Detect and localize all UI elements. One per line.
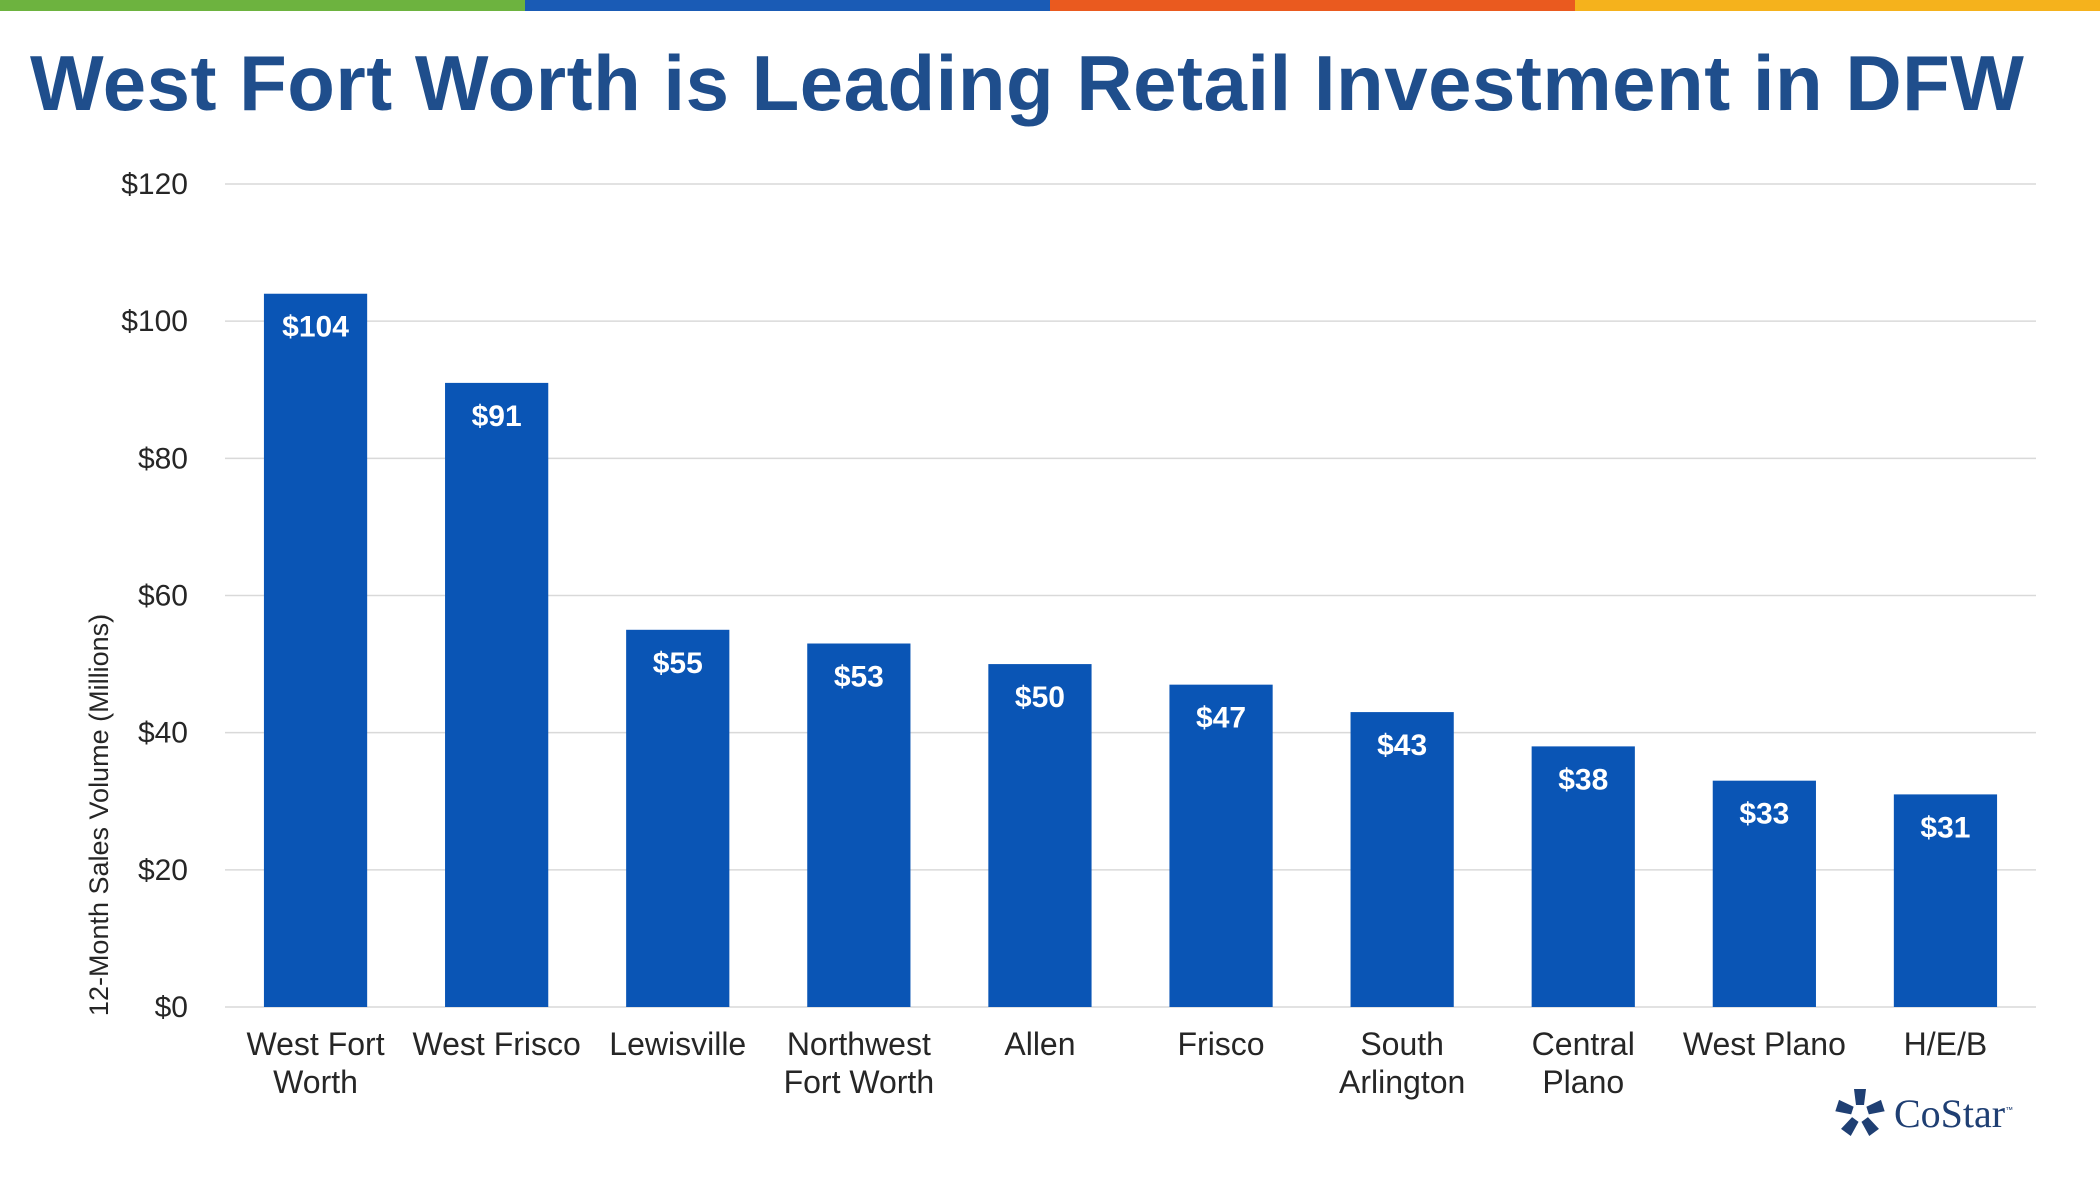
bar-data-label: $31	[1920, 811, 1970, 844]
bar-data-label: $53	[834, 661, 884, 694]
x-category-label: West Plano	[1683, 1026, 1846, 1062]
costar-logo-text: CoStar™	[1894, 1090, 2014, 1136]
bar	[263, 293, 368, 1007]
bar	[1350, 712, 1454, 1007]
costar-logo: CoStar™	[1834, 1087, 2013, 1139]
y-tick-label: $80	[138, 442, 188, 475]
bars	[263, 293, 1998, 1007]
bar-data-label: $33	[1739, 798, 1789, 831]
bar-data-label: $50	[1015, 681, 1065, 714]
top-color-stripe	[0, 0, 2100, 11]
stripe-green	[0, 0, 525, 11]
bar-data-label: $38	[1558, 763, 1608, 796]
bar	[445, 382, 549, 1007]
data-labels: $104 $91 $55 $53 $50 $47 $43 $38 $33 $31	[282, 311, 1970, 845]
bar	[1169, 684, 1273, 1007]
bar	[1893, 794, 1998, 1007]
stripe-yellow	[1575, 0, 2100, 11]
bar-data-label: $104	[282, 311, 349, 344]
y-tick-label: $60	[138, 580, 188, 613]
bar	[626, 629, 730, 1007]
x-axis-categories: West Fort Worth West Frisco Lewisville North…	[247, 1026, 1988, 1100]
stripe-orange	[1050, 0, 1575, 11]
bar-data-label: $91	[472, 400, 522, 433]
x-category-label: West Frisco	[412, 1026, 580, 1062]
x-category-label: Frisco	[1177, 1026, 1264, 1062]
y-axis-label: 12-Month Sales Volume (Millions)	[84, 614, 114, 1016]
y-axis-ticks: $0 $20 $40 $60 $80 $100 $120	[121, 168, 188, 1024]
bar	[1531, 746, 1635, 1007]
y-tick-label: $20	[138, 854, 188, 887]
y-tick-label: $120	[121, 168, 188, 201]
x-category-label: Lewisville	[609, 1026, 746, 1062]
bar	[988, 664, 1092, 1007]
x-category-label: Central Plano	[1532, 1026, 1635, 1100]
bar-data-label: $43	[1377, 729, 1427, 762]
x-category-label: Allen	[1004, 1026, 1075, 1062]
y-tick-label: $100	[121, 305, 188, 338]
y-tick-label: $40	[138, 717, 188, 750]
bar-data-label: $47	[1196, 702, 1246, 735]
costar-star-icon	[1835, 1089, 1885, 1136]
page-title: West Fort Worth is Leading Retail Invest…	[30, 39, 2025, 127]
bar	[807, 643, 911, 1007]
x-category-label: South Arlington	[1339, 1026, 1465, 1100]
y-tick-label: $0	[155, 991, 188, 1024]
x-category-label: H/E/B	[1904, 1026, 1988, 1062]
x-category-label: Northwest Fort Worth	[784, 1026, 935, 1100]
bar	[1712, 780, 1816, 1007]
x-category-label: West Fort Worth	[247, 1026, 385, 1100]
stripe-blue	[525, 0, 1050, 11]
bar-data-label: $55	[653, 647, 703, 680]
